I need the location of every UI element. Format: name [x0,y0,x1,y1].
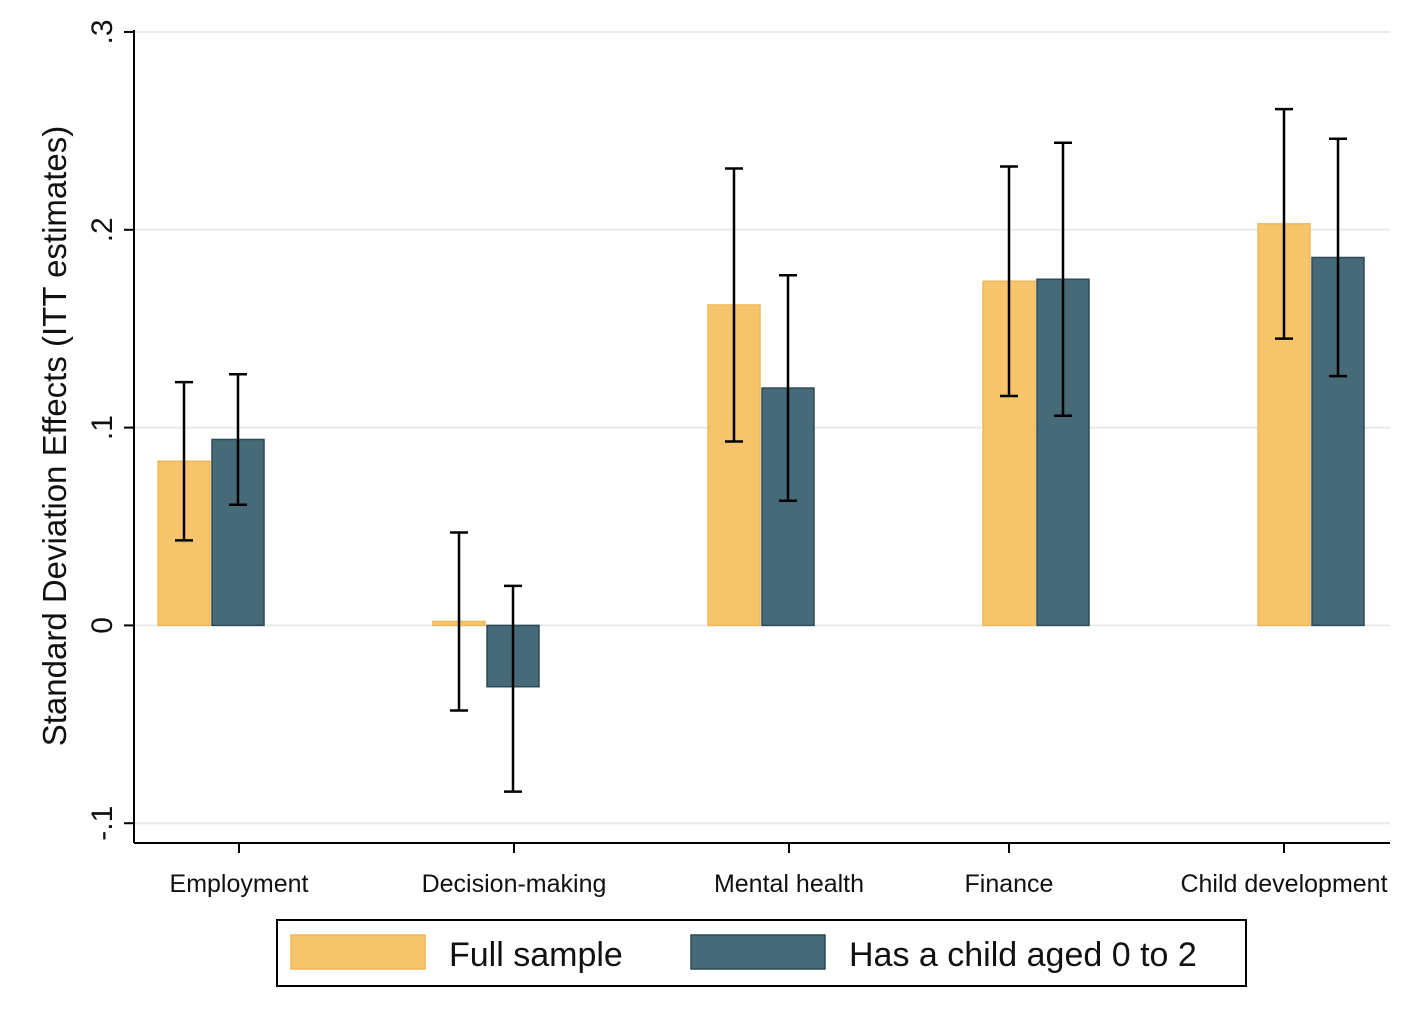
x-tick-label: Decision-making [422,870,607,898]
y-axis-label: Standard Deviation Effects (ITT estimate… [36,126,73,747]
x-tick-label: Employment [170,870,309,898]
x-tick-label: Finance [965,870,1054,898]
y-tick-label: -.1 [86,806,119,841]
y-tick-label: 0 [86,617,119,634]
legend: Full sample Has a child aged 0 to 2 [276,919,1247,987]
x-tick-label: Mental health [714,870,864,898]
legend-swatch [690,934,826,970]
axes [133,30,1390,844]
y-tick-label: .1 [86,415,119,440]
legend-label: Has a child aged 0 to 2 [849,936,1197,974]
bars [157,223,1365,688]
error-bars [175,107,1347,793]
y-axis-ticks: -.1 0 .1 .2 .3 [86,19,134,841]
y-tick-label: .2 [86,217,119,242]
legend-label: Full sample [449,936,623,974]
x-axis-ticks: Employment Decision-making Mental health Fi… [170,843,1388,898]
y-tick-label: .3 [86,19,119,44]
x-tick-label: Child development [1180,870,1387,898]
legend-swatch [290,934,426,970]
